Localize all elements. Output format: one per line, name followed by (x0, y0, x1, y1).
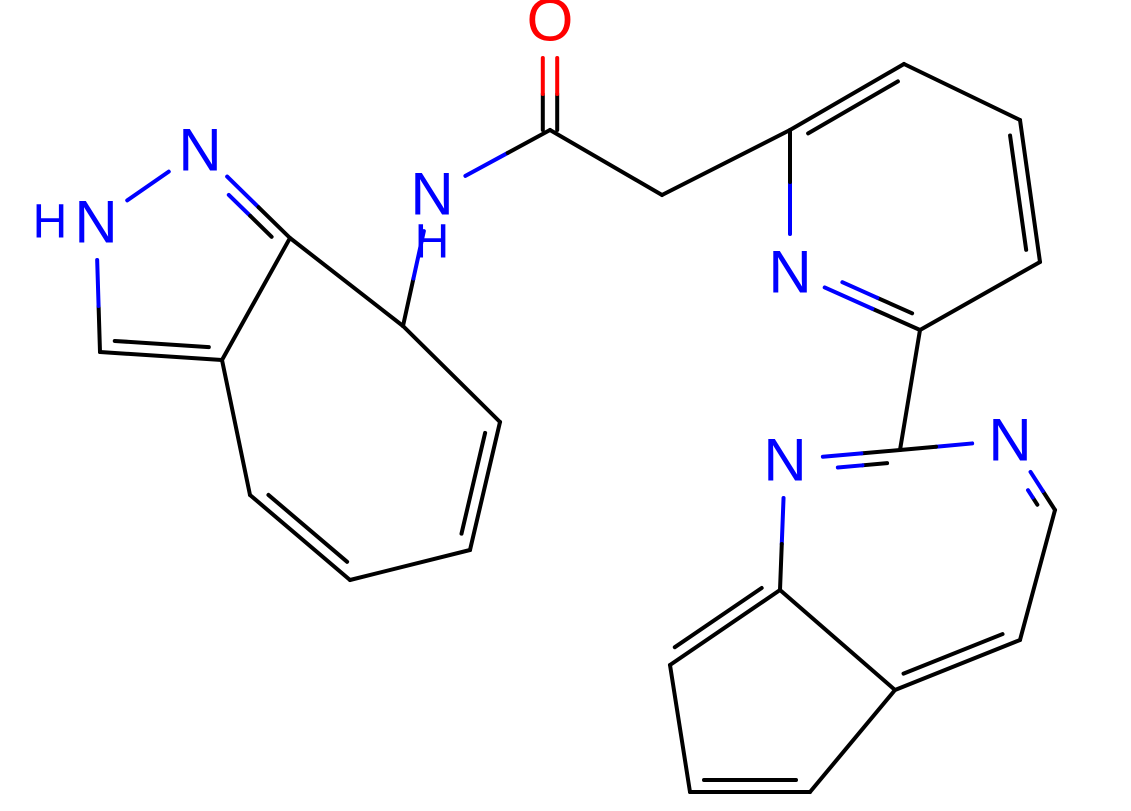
svg-text:H: H (33, 196, 68, 249)
N-atom-label: NH (410, 161, 453, 269)
svg-text:N: N (178, 117, 221, 184)
svg-text:H: H (415, 216, 450, 269)
N-atom-label: N (988, 407, 1031, 474)
svg-text:N: N (768, 239, 811, 306)
N-atom-label: N (768, 239, 811, 306)
N-atom-label: NH (33, 189, 118, 256)
N-atom-label: N (763, 427, 806, 494)
svg-text:N: N (763, 427, 806, 494)
svg-text:N: N (74, 189, 117, 256)
molecule-diagram: NHNNHONNN (0, 0, 1131, 811)
svg-text:O: O (527, 0, 574, 54)
O-atom-label: O (527, 0, 574, 54)
svg-text:N: N (988, 407, 1031, 474)
N-atom-label: N (178, 117, 221, 184)
